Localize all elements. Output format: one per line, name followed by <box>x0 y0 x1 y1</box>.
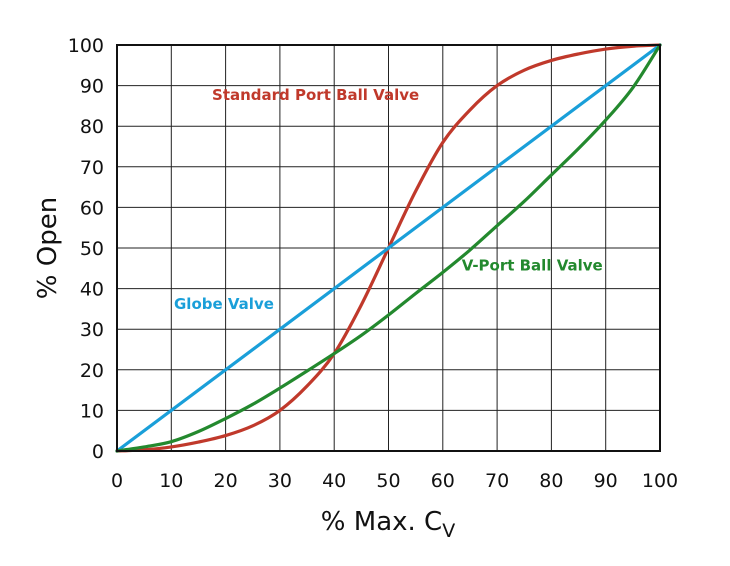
series-line-v-port-ball-valve <box>115 43 662 453</box>
x-tick-label-5: 50 <box>376 470 400 492</box>
x-tick-label-0: 0 <box>111 470 123 492</box>
plot-frame <box>116 44 661 452</box>
y-tick-label-7: 70 <box>80 157 104 179</box>
y-tick-label-3: 30 <box>80 319 104 341</box>
y-tick-label-4: 40 <box>80 279 104 301</box>
x-tick-label-4: 40 <box>322 470 346 492</box>
y-tick-label-2: 20 <box>80 360 104 382</box>
y-axis-title: % Open <box>33 197 63 299</box>
x-tick-label-1: 10 <box>159 470 183 492</box>
y-tick-label-0: 0 <box>92 441 104 463</box>
x-tick-label-2: 20 <box>214 470 238 492</box>
x-tick-label-3: 30 <box>268 470 292 492</box>
x-tick-label-10: 100 <box>642 470 678 492</box>
x-tick-label-6: 60 <box>431 470 455 492</box>
x-tick-label-8: 80 <box>539 470 563 492</box>
x-axis-title-main: % Max. C <box>321 507 442 537</box>
series-lines <box>115 43 662 453</box>
y-tick-label-10: 100 <box>68 35 104 57</box>
x-axis-title-subscript: V <box>442 520 455 542</box>
x-tick-labels: 0 10 20 30 40 50 60 70 80 90 100 <box>111 470 678 492</box>
x-axis-title: % Max. CV <box>321 507 455 542</box>
y-tick-label-1: 10 <box>80 400 104 422</box>
series-labels: Standard Port Ball Valve Globe Valve V-Por… <box>174 86 603 313</box>
series-label-standard-port-ball-valve: Standard Port Ball Valve <box>212 86 419 104</box>
y-tick-label-5: 50 <box>80 238 104 260</box>
series-line-globe-valve <box>115 43 662 453</box>
x-tick-label-7: 70 <box>485 470 509 492</box>
y-tick-label-6: 60 <box>80 197 104 219</box>
y-tick-labels: 0 10 20 30 40 50 60 70 80 90 100 <box>68 35 104 463</box>
series-label-v-port-ball-valve: V-Port Ball Valve <box>462 256 603 274</box>
y-tick-label-9: 90 <box>80 76 104 98</box>
x-tick-label-9: 90 <box>594 470 618 492</box>
series-label-globe-valve: Globe Valve <box>174 295 274 313</box>
y-tick-label-8: 80 <box>80 116 104 138</box>
